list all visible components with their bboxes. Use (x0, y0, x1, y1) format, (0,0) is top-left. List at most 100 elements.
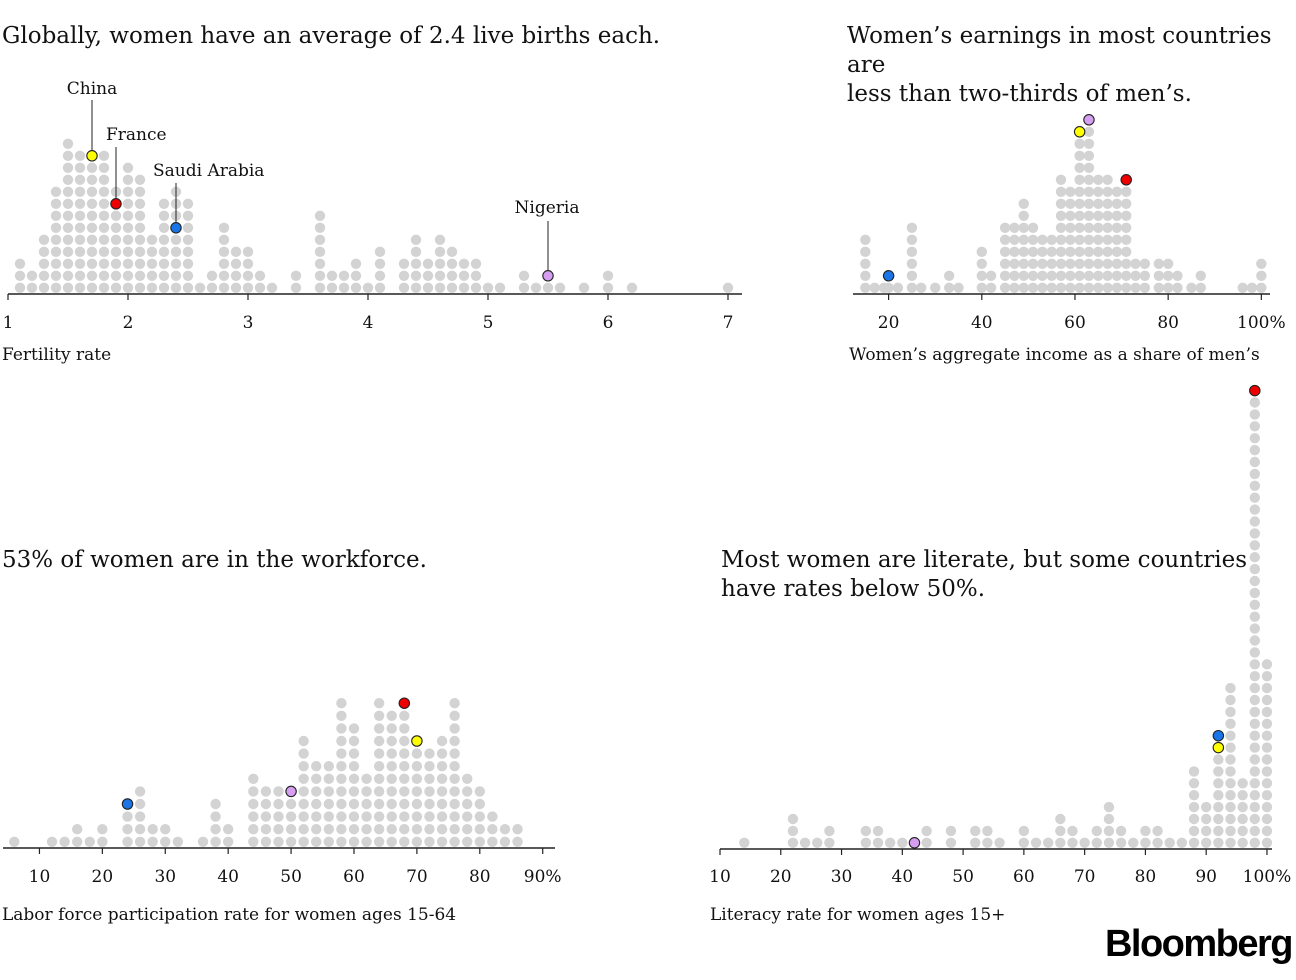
income-dot (1065, 210, 1076, 221)
fertility-dot (182, 210, 194, 221)
income-highlight-dot-2 (1083, 114, 1095, 126)
income-dot (1083, 174, 1095, 185)
labor-dot (373, 798, 385, 810)
literacy-dot (1237, 825, 1248, 837)
fertility-dot (98, 270, 110, 281)
labor-dot (122, 811, 133, 822)
income-dot (1121, 186, 1132, 197)
income-dot (1055, 198, 1067, 209)
fertility-dot (50, 282, 62, 293)
fertility-dot (62, 210, 74, 221)
income-dot (1093, 282, 1104, 293)
labor-highlight-dot-1 (285, 785, 297, 798)
literacy-dot (1249, 671, 1261, 682)
labor-dot (323, 761, 335, 772)
labor-dot (411, 786, 423, 797)
literacy-dot (1200, 837, 1212, 848)
fertility-dot (122, 282, 134, 293)
fertility-dot (122, 270, 134, 281)
fertility-tick-label-4: 5 (483, 313, 494, 333)
labor-tick-label-7: 80 (469, 867, 491, 887)
income-dot (1121, 246, 1132, 257)
income-dot (860, 258, 871, 269)
labor-dot (260, 798, 272, 810)
fertility-dot (230, 270, 242, 281)
labor-dot (336, 723, 347, 734)
labor-tick-label-5: 60 (343, 867, 365, 887)
fertility-dot (458, 282, 470, 293)
labor-dot (348, 798, 360, 810)
fertility-dot (110, 210, 122, 221)
labor-dot (373, 723, 385, 734)
labor-tick-label-8: 90% (524, 867, 562, 887)
fertility-highlight-dot-0 (86, 150, 98, 162)
literacy-dot (1249, 492, 1261, 503)
labor-dot (336, 786, 347, 797)
fertility-dot (218, 234, 230, 245)
labor-dot (97, 824, 108, 835)
fertility-dot (434, 246, 446, 257)
fertility-dot (110, 282, 122, 293)
labor-dot (399, 710, 410, 721)
income-dot (1093, 234, 1104, 245)
literacy-dot (1213, 766, 1224, 777)
labor-dot (348, 773, 360, 784)
income-dot (1093, 210, 1104, 221)
labor-dot (373, 698, 385, 709)
labor-dot (399, 811, 410, 822)
labor-dot (336, 836, 347, 847)
income-dot (1121, 270, 1132, 281)
income-dot (1027, 246, 1039, 257)
literacy-dot (1249, 682, 1261, 694)
income-dot (1102, 270, 1113, 281)
fertility-dot (86, 270, 98, 281)
labor-dot (336, 735, 347, 747)
income-dot (1074, 222, 1085, 233)
labor-dot (311, 761, 322, 772)
fertility-callout-label-1: France (106, 125, 167, 145)
literacy-tick-label-3: 40 (892, 867, 914, 887)
fertility-dot (62, 186, 74, 197)
income-dot (1074, 282, 1085, 293)
fertility-dot (146, 282, 158, 293)
fertility-dot (410, 246, 422, 257)
fertility-dot (62, 246, 74, 257)
fertility-dot (170, 234, 182, 245)
income-dot (1121, 222, 1132, 233)
literacy-dot (1091, 837, 1102, 848)
literacy-dot (1225, 813, 1236, 825)
income-dot (985, 282, 997, 293)
fertility-dot (134, 186, 146, 197)
labor-dot (487, 836, 498, 847)
income-dot (1083, 186, 1095, 197)
labor-dot (248, 786, 259, 797)
labor-dot (323, 811, 335, 822)
literacy-dot (1140, 825, 1151, 837)
labor-highlight-dot-2 (398, 697, 411, 709)
literacy-dot (1152, 825, 1163, 837)
fertility-dot (74, 258, 86, 269)
income-dot (1139, 270, 1151, 281)
literacy-dot (982, 825, 993, 837)
literacy-dot (1213, 778, 1224, 789)
labor-dot (399, 773, 410, 784)
fertility-dot (434, 270, 446, 281)
literacy-dot (1188, 766, 1200, 777)
fertility-dot (530, 282, 542, 293)
literacy-dot (1213, 837, 1224, 848)
fertility-dot (542, 282, 554, 293)
labor-dot (298, 761, 309, 772)
literacy-dot (1115, 837, 1127, 848)
literacy-dot (1018, 825, 1030, 837)
fertility-dot (98, 174, 110, 185)
labor-dot (436, 811, 448, 822)
fertility-dot (74, 174, 86, 185)
labor-tick-label-2: 30 (154, 867, 176, 887)
labor-dot (298, 824, 309, 835)
fertility-dot (422, 282, 434, 293)
fertility-dot (38, 270, 50, 281)
literacy-dot (1103, 813, 1115, 825)
labor-dot (311, 773, 322, 784)
literacy-dot (1261, 825, 1273, 837)
income-dot (999, 222, 1011, 233)
